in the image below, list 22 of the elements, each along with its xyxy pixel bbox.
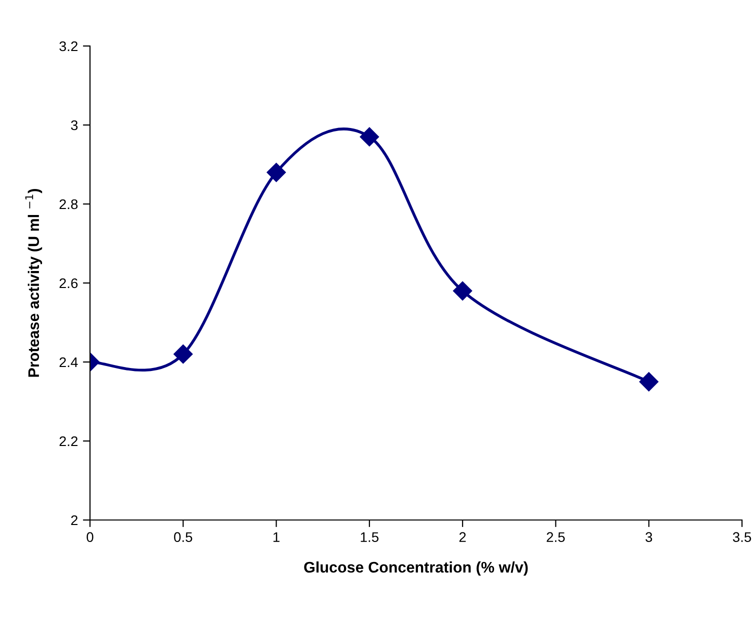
- y-tick-label: 2.8: [60, 199, 78, 210]
- x-tick-label: 1: [273, 532, 280, 542]
- x-tick-label: 0: [86, 532, 94, 542]
- y-tick-label: 2: [71, 515, 78, 526]
- point: [360, 127, 379, 146]
- y-tick-label: 2.2: [60, 436, 78, 446]
- x-tick-label: 3.5: [732, 532, 752, 542]
- x-tick-label: 2.5: [546, 532, 565, 542]
- x-tick-label: 1.5: [360, 532, 378, 542]
- x-axis-title: Glucose Concentration (% w/v): [304, 561, 528, 576]
- y-tick-label: 3.2: [59, 41, 78, 52]
- y-tick-label: 2.6: [60, 278, 78, 288]
- y-tick-label: 2.4: [60, 357, 78, 368]
- y-axis-title: Protease activity (U ml $^{−1}$): [25, 189, 42, 377]
- x-tick-label: 0.5: [174, 532, 192, 542]
- point: [639, 372, 658, 392]
- point: [453, 281, 472, 300]
- y-tick-label: 3: [71, 120, 78, 130]
- x-tick-label: 2: [459, 532, 466, 542]
- x-tick-label: 3: [646, 532, 652, 542]
- point: [266, 162, 286, 182]
- point: [174, 344, 193, 364]
